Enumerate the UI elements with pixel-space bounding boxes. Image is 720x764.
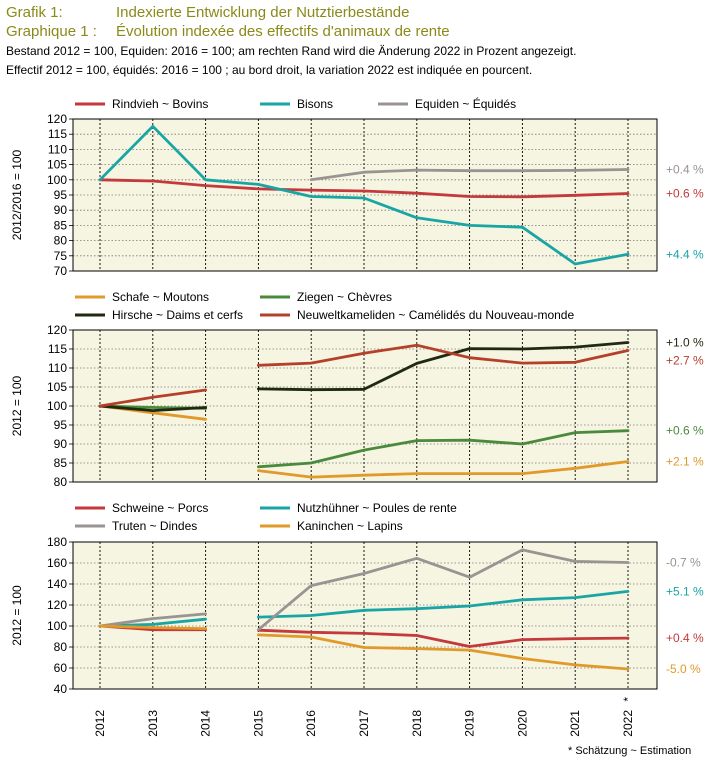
y-axis-label: 2012/2016 = 100 [10, 149, 24, 240]
change-label-1: +0.4 % [666, 631, 704, 645]
series-line-4 [256, 633, 630, 671]
panel-3: 40 60 80 100 120 140 160 180 2012 = 100 -0.7 % +5.… [10, 501, 704, 696]
y-tick-label: 115 [48, 127, 67, 141]
x-tick-label: 2017 [357, 710, 371, 737]
series-line-2 [98, 124, 630, 266]
y-tick-label: 60 [54, 661, 68, 675]
x-tick-label: 2016 [304, 710, 318, 737]
y-tick-label: 80 [54, 234, 68, 248]
x-tick-label: 2013 [146, 710, 160, 737]
legend-label: Schweine ~ Porcs [112, 501, 208, 515]
series-line-3 [98, 612, 208, 628]
y-tick-label: 120 [47, 112, 67, 126]
x-tick-label: 2014 [199, 710, 213, 737]
y-tick-label: 90 [54, 203, 68, 217]
y-tick-label: 70 [54, 264, 68, 278]
y-tick-label: 110 [48, 142, 67, 156]
y-tick-label: 105 [47, 380, 67, 394]
legend-label: Hirsche ~ Daims et cerfs [112, 308, 243, 322]
x-tick-label: 2021 [568, 710, 582, 737]
change-label-3: +1.0 % [666, 336, 704, 350]
legend-label: Kaninchen ~ Lapins [297, 519, 403, 533]
y-tick-label: 140 [47, 577, 67, 591]
y-tick-label: 100 [47, 173, 67, 187]
title-label-de: Grafik 1: [6, 4, 63, 21]
y-tick-label: 100 [47, 399, 67, 413]
title-label-fr: Graphique 1 : [6, 23, 97, 40]
x-tick-label: 2015 [251, 710, 265, 737]
change-label-3: -0.7 % [666, 555, 701, 569]
y-tick-label: 75 [54, 249, 68, 263]
series-line-1 [256, 460, 630, 479]
change-label-3: +0.4 % [666, 162, 704, 176]
series-line-4 [256, 343, 630, 367]
x-tick-label: 2018 [410, 710, 424, 737]
y-tick-label: 95 [54, 188, 68, 202]
x-axis: 2012 2013 2014 2015 2016 2017 2018 2019 2020 2021… [93, 697, 635, 737]
title-de: Indexierte Entwicklung der Nutztierbestä… [116, 4, 410, 21]
x-tick-estimate-mark: * [621, 697, 635, 702]
y-tick-label: 120 [47, 598, 67, 612]
plot-frame [72, 329, 658, 483]
title-fr: Évolution indexée des effectifs d'animau… [116, 23, 450, 40]
series-line-3 [98, 404, 208, 413]
change-label-2: +5.1 % [666, 584, 704, 598]
change-label-2: +4.4 % [666, 247, 704, 261]
x-tick-label: 2019 [463, 710, 477, 737]
series-line-3 [309, 168, 630, 182]
y-tick-label: 120 [47, 323, 67, 337]
y-tick-label: 105 [47, 158, 67, 172]
series-line-2 [256, 429, 630, 469]
subtitle-de: Bestand 2012 = 100, Equiden: 2016 = 100;… [6, 44, 577, 58]
footnote: * Schätzung ~ Estimation [568, 745, 692, 757]
y-axis-label: 2012 = 100 [10, 585, 24, 646]
plot-frame [72, 118, 658, 272]
legend-label: Equiden ~ Équidés [415, 96, 516, 111]
change-label-1: +2.1 % [666, 454, 704, 468]
y-tick-label: 80 [54, 640, 68, 654]
y-tick-label: 95 [54, 418, 68, 432]
y-tick-label: 90 [54, 437, 68, 451]
x-tick-label: 2012 [93, 710, 107, 737]
series-line-4 [98, 388, 208, 408]
subtitle-fr: Effectif 2012 = 100, équidés: 2016 = 100… [6, 63, 533, 77]
plot-frame [72, 541, 658, 690]
y-axis-label: 2012 = 100 [10, 375, 24, 436]
series-line-3 [256, 548, 630, 632]
legend-label: Truten ~ Dindes [112, 519, 197, 533]
y-tick-label: 180 [47, 535, 67, 549]
series-line-3 [256, 341, 630, 392]
plot-area [73, 542, 657, 689]
legend-label: Ziegen ~ Chèvres [297, 290, 392, 304]
panel-2: 80 85 90 95 100 105 110 115 120 2012 = 100 +1.0 % +… [10, 290, 704, 489]
y-tick-label: 100 [47, 619, 67, 633]
series-line-2 [256, 590, 630, 619]
change-label-4: +2.7 % [666, 354, 704, 368]
legend-label: Neuweltkameliden ~ Camélidés du Nouveau-… [297, 308, 574, 322]
legend-label: Bisons [297, 97, 333, 111]
y-tick-label: 85 [54, 456, 68, 470]
change-label-1: +0.6 % [666, 186, 704, 200]
y-tick-label: 80 [54, 475, 68, 489]
legend-label: Rindvieh ~ Bovins [112, 97, 208, 111]
change-label-2: +0.6 % [666, 424, 704, 438]
legend-label: Nutzhühner ~ Poules de rente [297, 501, 457, 515]
y-tick-label: 40 [54, 682, 68, 696]
x-tick-label: 2022 [621, 710, 635, 737]
y-tick-label: 115 [48, 342, 67, 356]
x-tick-label: 2020 [515, 710, 529, 737]
series-line-1 [256, 628, 630, 648]
series-line-1 [98, 178, 630, 199]
y-tick-label: 85 [54, 218, 68, 232]
legend-label: Schafe ~ Moutons [112, 290, 209, 304]
change-label-4: -5.0 % [666, 662, 701, 676]
y-tick-label: 160 [47, 556, 67, 570]
y-tick-label: 110 [48, 361, 67, 375]
series-line-4 [98, 624, 208, 630]
